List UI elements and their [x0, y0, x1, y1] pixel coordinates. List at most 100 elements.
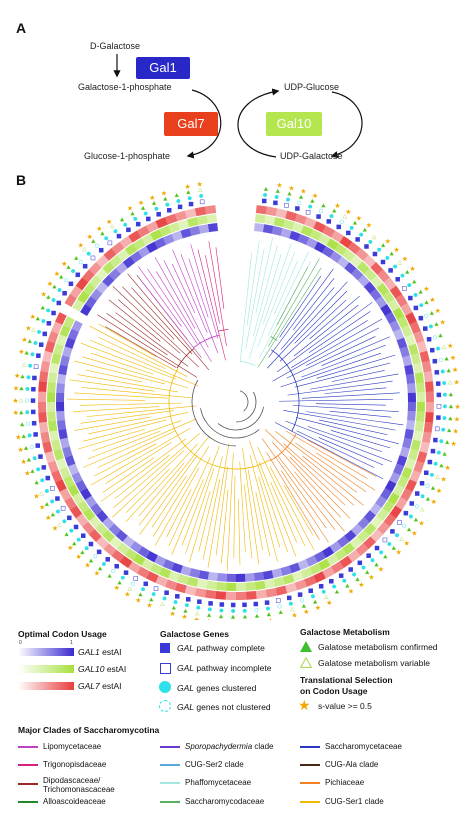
metabolism-marker — [97, 566, 103, 571]
metabolism-marker — [44, 501, 50, 507]
gal7-estai-ring — [424, 411, 434, 423]
gal7-estai-ring — [69, 285, 83, 299]
gal1-estai-ring — [108, 523, 121, 536]
cluster-marker — [176, 199, 181, 204]
cluster-marker — [263, 193, 268, 198]
star-marker: ★ — [267, 617, 273, 620]
gal7-estai-ring — [38, 391, 47, 402]
gene-marker — [397, 520, 402, 525]
gal10-estai-ring — [53, 448, 64, 461]
gal1-estai-ring — [351, 268, 364, 281]
tree-clade-arc — [193, 334, 220, 348]
star-marker: ★ — [13, 385, 19, 393]
gal1-estai-ring — [59, 355, 70, 367]
gene-marker — [390, 529, 395, 534]
gene-marker — [388, 268, 393, 273]
gal1-estai-ring — [56, 392, 65, 402]
star-marker: ★ — [348, 587, 354, 595]
clade-swatch-trigonopsidaceae — [18, 764, 38, 766]
tree-branch — [287, 380, 393, 396]
gal1-estai-ring — [375, 296, 387, 309]
tree-branch — [244, 484, 253, 559]
cluster-marker — [57, 288, 62, 293]
gal7-estai-ring — [146, 571, 159, 583]
gal7-estai-ring — [285, 210, 298, 222]
star-marker: ★ — [303, 608, 309, 616]
translational-title-line1: Translational Selection — [300, 675, 393, 685]
star-marker: ★ — [358, 581, 364, 589]
gal1-estai-ring — [130, 251, 143, 263]
clade-swatch-cug-ser1 — [300, 801, 320, 803]
gal10-estai-ring — [282, 574, 295, 585]
pathway-complete-label: GAL pathway complete — [177, 643, 265, 653]
gal7-estai-ring — [313, 221, 326, 233]
arrow-curve-far-right — [330, 91, 363, 159]
tree-branch — [295, 362, 391, 388]
metabolism-marker — [331, 208, 337, 213]
gal1-estai-ring — [226, 573, 236, 582]
gal7-estai-ring — [423, 371, 433, 383]
cluster-marker — [26, 375, 31, 380]
cluster-marker — [196, 605, 201, 610]
gal7-estai-ring — [215, 590, 227, 600]
tree-branch — [255, 491, 271, 557]
gal1-estai-ring — [64, 455, 76, 467]
metabolism-marker — [127, 586, 133, 591]
cluster-marker — [436, 450, 441, 455]
metabolism-marker — [442, 451, 447, 456]
cluster-marker — [321, 589, 326, 594]
metabolism-marker — [20, 374, 25, 379]
gal1-estai-ring — [102, 517, 115, 530]
metabolism-marker — [58, 274, 64, 279]
gal7-estai-ring — [165, 579, 178, 591]
gal7-estai-ring — [245, 590, 257, 600]
star-marker: ★ — [30, 313, 36, 321]
star-marker: ★ — [312, 192, 318, 200]
metabolism-marker — [411, 279, 417, 284]
gal10-estai-ring — [370, 515, 383, 529]
metabolism-marker — [446, 428, 452, 433]
cluster-marker — [361, 565, 366, 570]
cluster-marker — [32, 456, 37, 461]
star-marker: ★ — [161, 190, 167, 198]
cluster-marker — [154, 206, 159, 211]
pathway-complete-square-icon — [160, 643, 170, 653]
gene-marker — [186, 597, 191, 602]
metabolism-marker — [429, 310, 435, 315]
gene-marker — [75, 272, 81, 278]
gene-marker — [409, 501, 415, 506]
gal10-estai-ring — [168, 570, 181, 582]
metabolism-marker — [230, 614, 236, 619]
metabolism-marker — [39, 491, 44, 496]
tree-backbone — [217, 406, 264, 431]
metabolism-marker — [446, 368, 452, 373]
gal10-estai-ring — [56, 457, 68, 470]
gal10-box: Gal10 — [266, 112, 322, 136]
cluster-marker — [439, 439, 444, 444]
gal1-estai-ring — [407, 402, 416, 412]
gene-marker — [143, 581, 148, 587]
gal1-estai-ring — [180, 565, 192, 576]
gal10-estai-ring — [349, 255, 363, 268]
gal1-estai-ring — [130, 541, 143, 553]
gene-marker — [346, 230, 351, 236]
metabolism-marker — [419, 507, 425, 512]
gal10-estai-ring — [414, 372, 424, 384]
gal1-estai-ring — [137, 546, 150, 558]
gene-marker — [338, 573, 344, 578]
tree-branch — [207, 443, 230, 568]
tree-branch — [257, 446, 306, 547]
cluster-marker — [207, 607, 212, 612]
gal7-estai-ring — [322, 566, 335, 579]
gal7-estai-ring — [355, 543, 369, 556]
clade-swatch-saccharomycetaceae — [300, 746, 320, 748]
cluster-marker — [123, 222, 128, 227]
gal10-estai-ring — [264, 579, 276, 589]
genes-not-clustered-circle-icon — [159, 700, 171, 712]
metabolism-confirmed-triangle-icon — [300, 641, 312, 652]
tree-branch — [249, 455, 278, 562]
cluster-marker — [414, 504, 419, 509]
s-value-label: s-value >= 0.5 — [318, 701, 372, 711]
tree-branch — [131, 287, 193, 355]
clade-swatch-lipomycetaceae — [18, 746, 38, 748]
